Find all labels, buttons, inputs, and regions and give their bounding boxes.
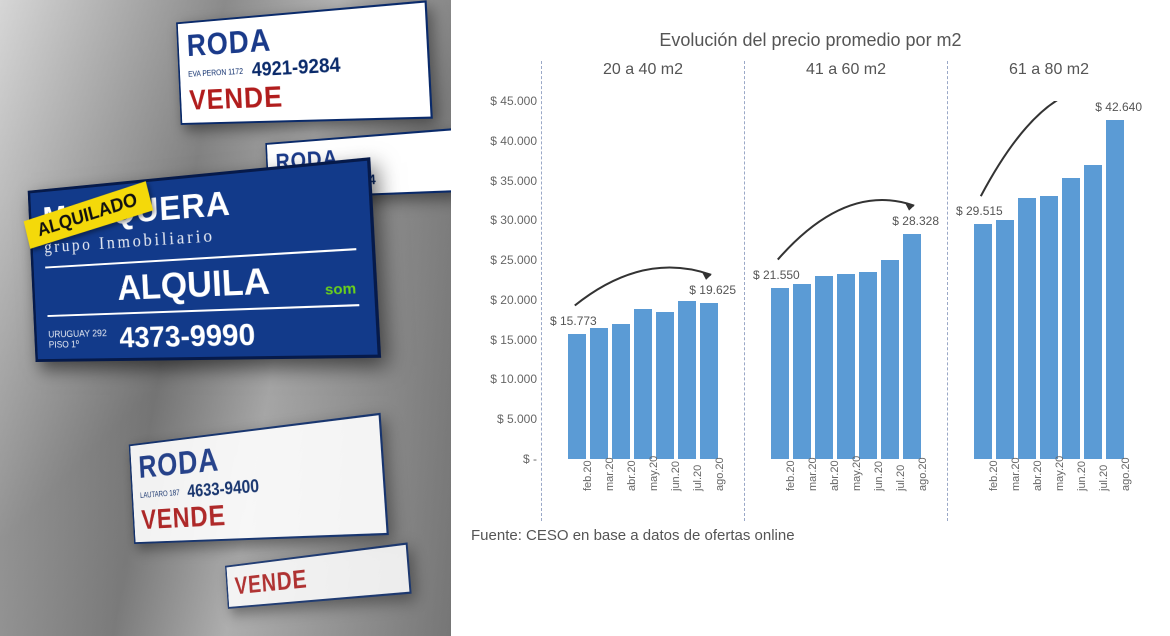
y-tick-label: $ 5.000 <box>497 412 537 426</box>
panel-title: 41 a 60 m2 <box>745 61 947 79</box>
y-axis: $ - $ 5.000 $ 10.000 $ 15.000 $ 20.000 $ 25.0… <box>471 61 541 521</box>
chart-title: Evolución del precio promedio por m2 <box>471 30 1150 51</box>
chart-source: Fuente: CESO en base a datos de ofertas … <box>471 527 1150 544</box>
sign-address: URUGUAY 292 PISO 1º <box>48 328 107 350</box>
photo-panel: RODA EVA PERON 1172 4921-9284 VENDE RODA… <box>0 0 451 636</box>
y-tick-label: $ - <box>523 452 537 466</box>
sign-addr: LAUTARO 187 <box>140 488 180 499</box>
plot-area: $ 21.550 $ 28.328 <box>753 101 939 459</box>
sign-roda-top: RODA EVA PERON 1172 4921-9284 VENDE <box>176 0 433 125</box>
x-labels: feb.20mar.20abr.20may.20jun.20jul.20ago.… <box>753 461 939 521</box>
panel-title: 20 a 40 m2 <box>542 61 744 79</box>
chart-body: $ - $ 5.000 $ 10.000 $ 15.000 $ 20.000 $ 25.0… <box>471 61 1150 521</box>
sign-alquila: ALQUILA <box>45 248 359 317</box>
y-tick-label: $ 15.000 <box>490 333 537 347</box>
sign-phone: 4373-9990 <box>119 318 256 355</box>
x-labels: feb.20mar.20abr.20may.20jun.20jul.20ago.… <box>550 461 736 521</box>
plot-area: $ 29.515 $ 42.640 <box>956 101 1142 459</box>
addr-line-2: PISO 1º <box>49 340 80 351</box>
chart-panel: Evolución del precio promedio por m2 $ -… <box>451 0 1170 636</box>
panel-title: 61 a 80 m2 <box>948 61 1150 79</box>
sign-phone: 4921-9284 <box>251 54 341 82</box>
y-tick-label: $ 45.000 <box>490 94 537 108</box>
y-tick-label: $ 30.000 <box>490 213 537 227</box>
x-labels: feb.20mar.20abr.20may.20jun.20jul.20ago.… <box>956 461 1142 521</box>
trend-arrow-icon <box>550 101 736 459</box>
sign-addr: EVA PERON 1172 <box>188 67 243 79</box>
y-tick-label: $ 40.000 <box>490 134 537 148</box>
trend-arrow-icon <box>956 101 1142 459</box>
plot-area: $ 15.773 $ 19.625 <box>550 101 736 459</box>
panel-41-60: 41 a 60 m2 $ 21.550 $ 28.328 feb.20mar.2… <box>744 61 947 521</box>
x-tick-label: ago.20 <box>1120 473 1170 491</box>
panel-20-40: 20 a 40 m2 $ 15.773 $ 19.625 feb.20mar.2… <box>541 61 744 521</box>
trend-arrow-icon <box>753 101 939 459</box>
y-tick-label: $ 25.000 <box>490 253 537 267</box>
y-tick-label: $ 10.000 <box>490 372 537 386</box>
sign-som: som <box>324 279 356 297</box>
y-tick-label: $ 20.000 <box>490 293 537 307</box>
sign-mosquera: ALQUILADO MOSQUERA grupo Inmobiliario AL… <box>28 157 381 362</box>
addr-line-1: URUGUAY 292 <box>48 328 107 340</box>
panel-61-80: 61 a 80 m2 $ 29.515 $ 42.640 feb.20mar.2… <box>947 61 1150 521</box>
y-tick-label: $ 35.000 <box>490 174 537 188</box>
